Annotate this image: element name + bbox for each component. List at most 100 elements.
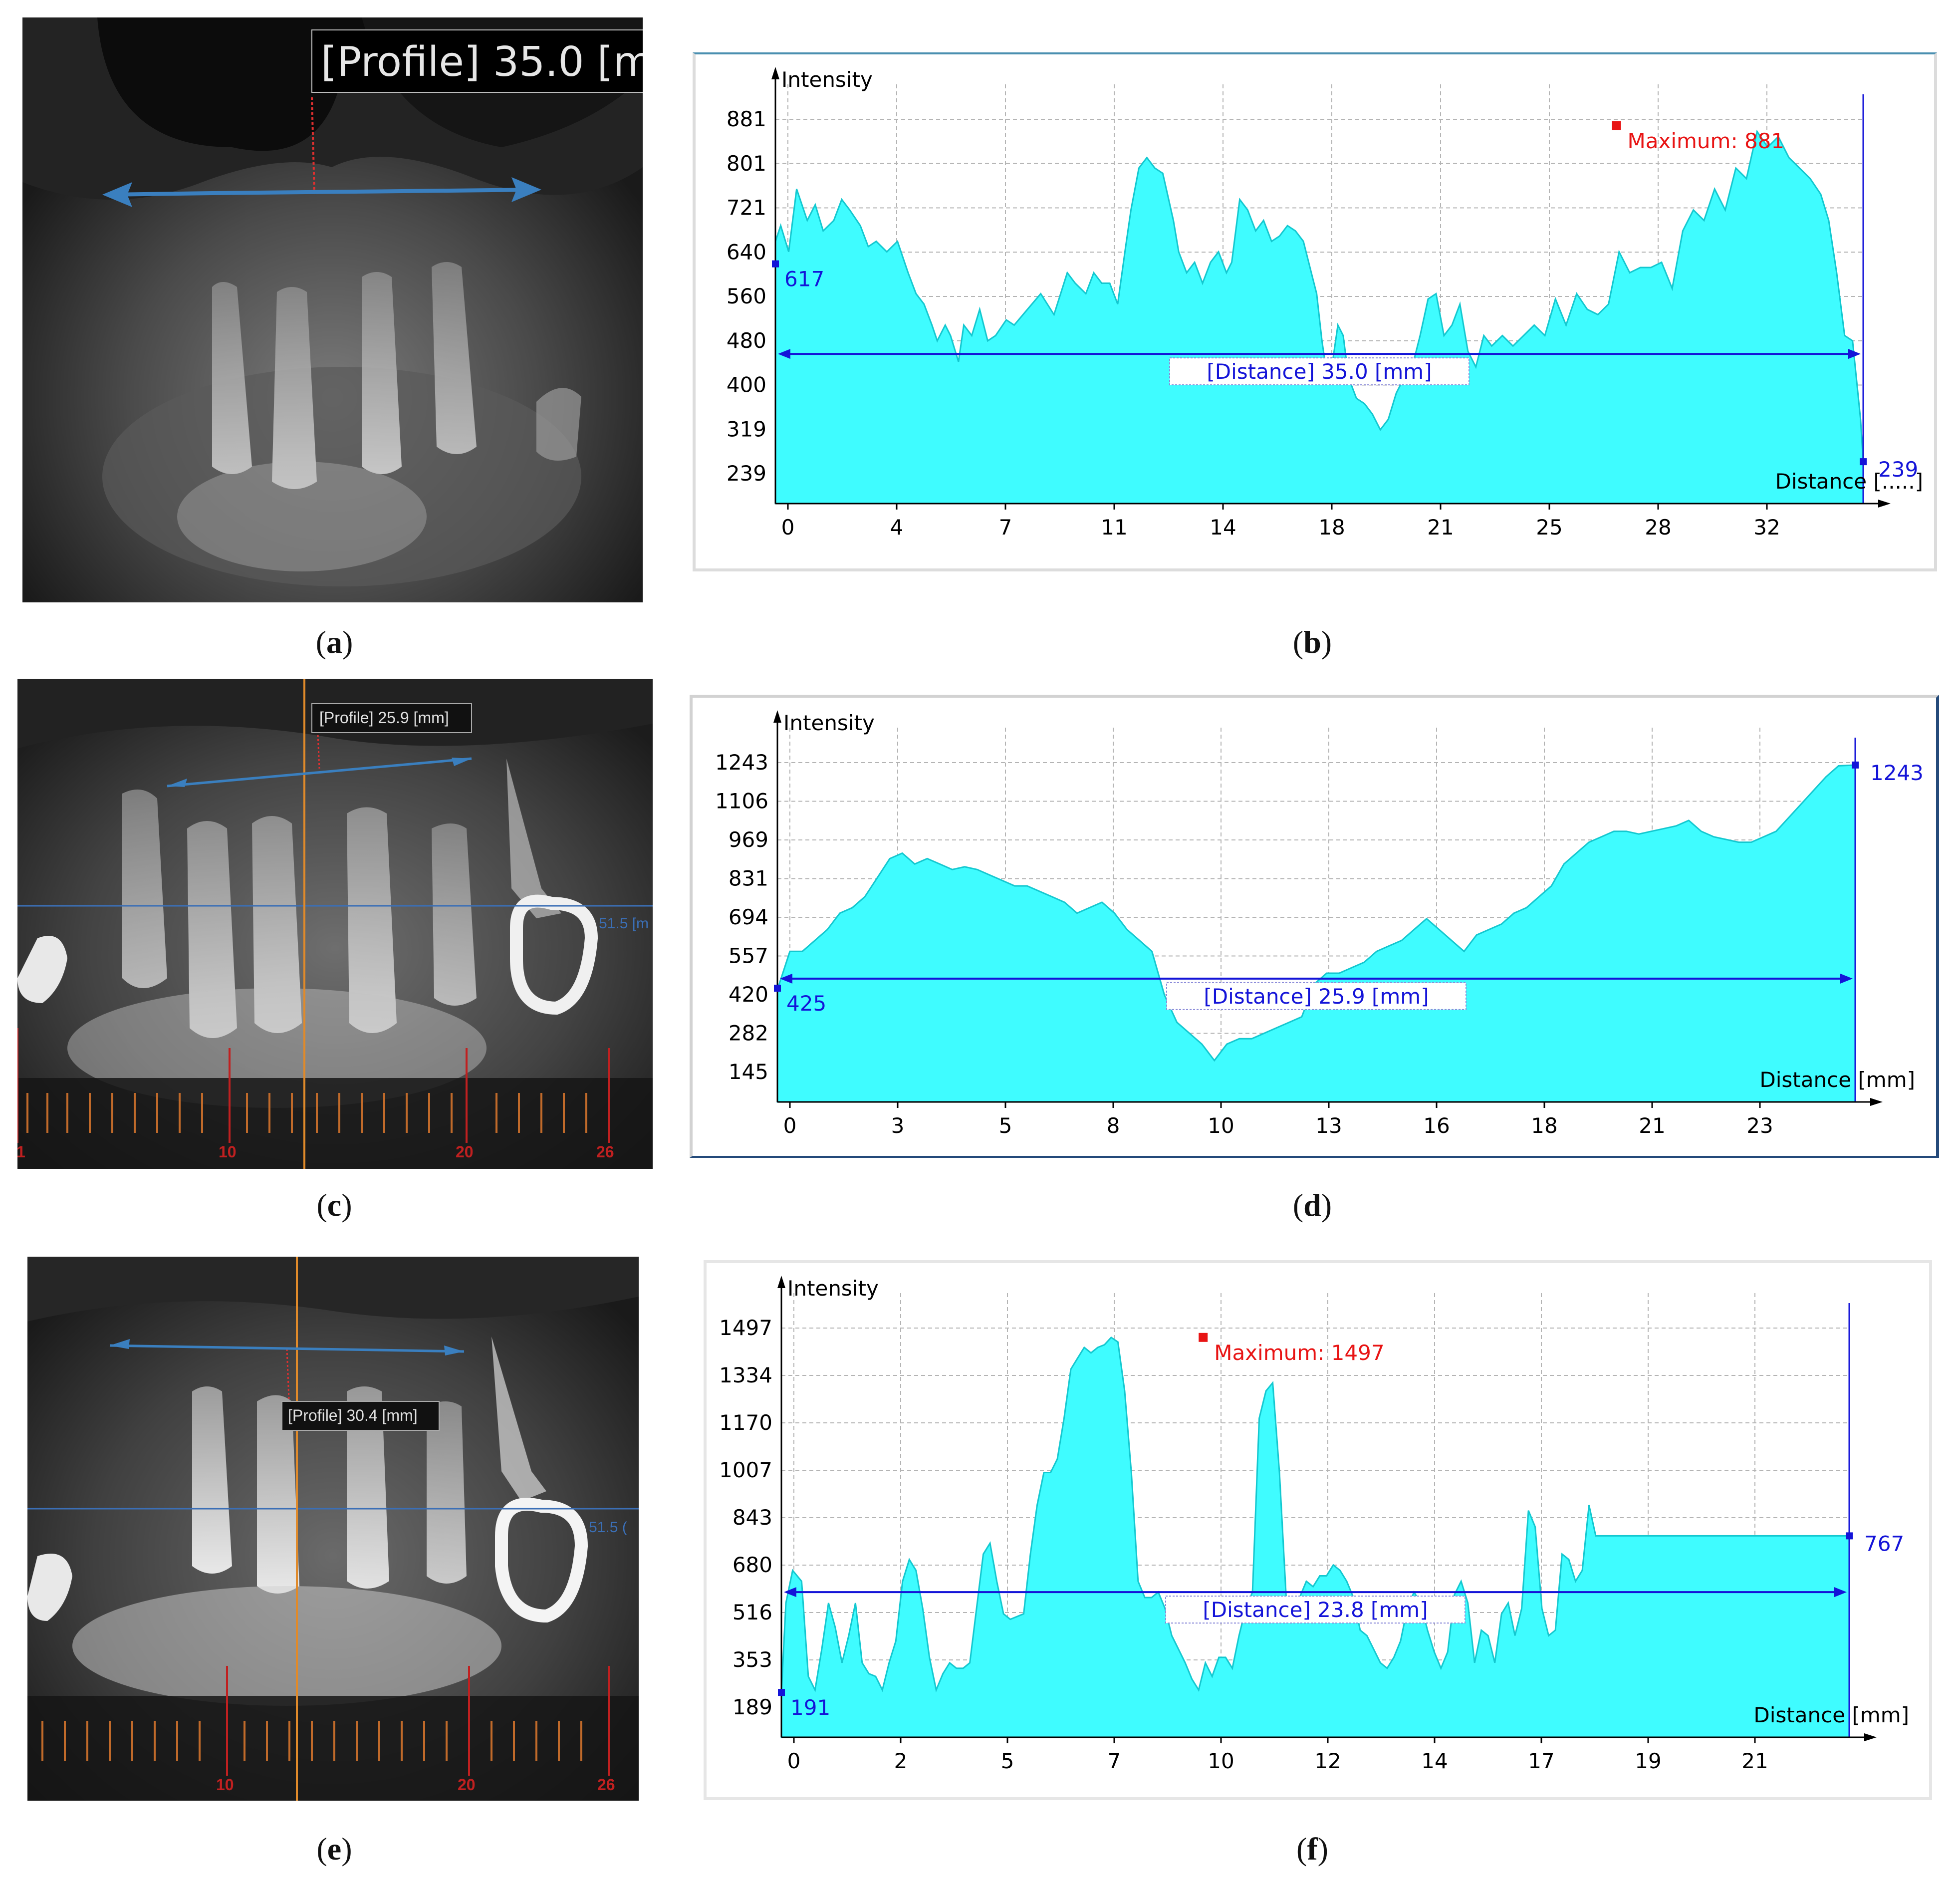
- distance-arrow-left-icon: [778, 349, 790, 359]
- y-axis-title: Intensity: [783, 711, 875, 735]
- x-tick-label: 0: [787, 1749, 801, 1773]
- xray-image-e: [Profile] 30.4 [mm] 51.5 ( 10 20 26: [27, 1257, 639, 1801]
- x-tick-label: 28: [1645, 515, 1671, 540]
- x-tick-label: 23: [1746, 1113, 1773, 1138]
- x-tick-label: 19: [1635, 1749, 1661, 1773]
- x-tick-label: 2: [894, 1749, 908, 1773]
- end-value-label: 1243: [1870, 761, 1924, 785]
- intensity-area-series: [776, 764, 1856, 1103]
- y-tick-label: 560: [727, 284, 766, 308]
- distance-label-box: [1165, 1596, 1466, 1624]
- y-tick-label: 1334: [719, 1363, 772, 1387]
- y-tick-label: 680: [733, 1553, 772, 1577]
- x-tick-label: 10: [1208, 1749, 1234, 1773]
- y-axis-arrow-icon: [777, 1276, 785, 1288]
- x-tick-label: 5: [1001, 1749, 1014, 1773]
- ruler-label-e-26: 26: [597, 1776, 615, 1794]
- chart-panel-b: 881 801 721 640 560 480 400 319 239 0 4 7 11 14 18 21 25…: [693, 52, 1937, 571]
- x-tick-label: 21: [1427, 515, 1454, 540]
- y-tick-label: 557: [729, 944, 768, 968]
- y-tick-label: 721: [727, 196, 766, 220]
- x-tick-label: 5: [999, 1113, 1012, 1138]
- x-tick-label: 0: [783, 1113, 797, 1138]
- maximum-label: Maximum: 1497: [1214, 1341, 1384, 1365]
- x-tick-label: 32: [1753, 515, 1780, 540]
- distance-label: [Distance] 35.0 [mm]: [1207, 359, 1432, 384]
- x-axis-arrow-icon: [1878, 500, 1891, 508]
- maximum-marker: [1612, 121, 1621, 130]
- x-axis-title: Distance [mm]: [1753, 1703, 1909, 1727]
- y-tick-label: 1243: [715, 750, 768, 775]
- x-axis-arrow-icon: [1870, 1098, 1883, 1106]
- x-tick-label: 16: [1423, 1113, 1450, 1138]
- caption-e: (e): [316, 1831, 352, 1867]
- x-tick-label: 7: [1108, 1749, 1121, 1773]
- y-tick-label: 801: [727, 151, 766, 176]
- profile-label-c: [Profile] 25.9 [mm]: [319, 709, 449, 727]
- y-tick-label: 239: [727, 461, 766, 486]
- y-tick-label: 516: [733, 1600, 772, 1624]
- y-tick-label: 640: [727, 240, 766, 264]
- y-tick-label: 420: [729, 982, 768, 1007]
- distance-arrow-left-icon: [780, 973, 792, 984]
- y-tick-label: 881: [727, 107, 766, 131]
- y-tick-label: 694: [729, 905, 768, 929]
- intensity-area-series: [774, 129, 1864, 505]
- ruler-label-e-10: 10: [216, 1776, 234, 1794]
- intensity-profile-chart-d: 1243 1106 969 831 694 557 420 282 145 0 3 5 8 10 13 16 1…: [715, 710, 1924, 1138]
- x-tick-label: 14: [1210, 515, 1236, 540]
- ruler-label-c-20: 20: [456, 1143, 474, 1161]
- y-axis-arrow-icon: [771, 67, 779, 79]
- start-value-label: 617: [784, 267, 824, 291]
- x-tick-label: 8: [1107, 1113, 1120, 1138]
- x-tick-label: 0: [781, 515, 795, 540]
- x-tick-label: 11: [1101, 515, 1127, 540]
- end-value-label: 767: [1864, 1531, 1904, 1556]
- x-tick-label: 12: [1314, 1749, 1341, 1773]
- x-axis-title: Distance [mm]: [1759, 1068, 1915, 1092]
- y-tick-label: 969: [729, 827, 768, 852]
- caption-d: (d): [1292, 1187, 1332, 1223]
- caption-b: (b): [1292, 624, 1332, 660]
- chart-panel-f: 1497 1334 1170 1007 843 680 516 353 189 0 2 5 7 10 12 1…: [704, 1260, 1932, 1800]
- y-tick-label: 843: [733, 1505, 772, 1530]
- y-tick-label: 480: [727, 328, 766, 353]
- xray-image-a: [Profile] 35.0 [mm: [22, 17, 643, 602]
- y-tick-label: 319: [727, 417, 766, 441]
- y-axis-title: Intensity: [781, 67, 873, 92]
- xray-image-c: [Profile] 25.9 [mm] 51.5 [m 1 10 20 26: [17, 679, 653, 1169]
- x-tick-label: 18: [1318, 515, 1345, 540]
- y-tick-label: 1007: [719, 1458, 772, 1482]
- end-marker: [1860, 458, 1867, 466]
- ruler-label-c-10: 10: [219, 1143, 237, 1161]
- x-tick-label: 4: [890, 515, 904, 540]
- start-value-label: 425: [786, 991, 826, 1016]
- x-tick-label: 13: [1315, 1113, 1342, 1138]
- y-axis-title: Intensity: [787, 1276, 879, 1301]
- maximum-label: Maximum: 881: [1628, 129, 1785, 153]
- maximum-marker: [1199, 1333, 1208, 1342]
- y-tick-label: 282: [729, 1021, 768, 1046]
- distance-label: [Distance] 25.9 [mm]: [1204, 984, 1429, 1009]
- caption-a: (a): [315, 624, 353, 660]
- y-tick-label: 1106: [715, 789, 768, 813]
- x-tick-label: 7: [999, 515, 1012, 540]
- x-tick-label: 18: [1531, 1113, 1557, 1138]
- chart-panel-d: 1243 1106 969 831 694 557 420 282 145 0 3 5 8 10 13 16 1…: [690, 695, 1939, 1158]
- x-tick-label: 17: [1528, 1749, 1554, 1773]
- side-label-e: 51.5 (: [589, 1519, 627, 1536]
- caption-c: (c): [316, 1187, 352, 1223]
- y-tick-label: 831: [729, 866, 768, 891]
- profile-label-e: [Profile] 30.4 [mm]: [288, 1406, 418, 1424]
- profile-label-a: [Profile] 35.0 [mm: [321, 38, 643, 86]
- distance-label-box: [1166, 982, 1467, 1010]
- distance-arrow-left-icon: [784, 1587, 796, 1598]
- start-marker: [774, 985, 781, 992]
- distance-label: [Distance] 23.8 [mm]: [1203, 1598, 1428, 1622]
- distance-arrow-right-icon: [1840, 973, 1853, 984]
- distance-label-box: [1169, 357, 1470, 386]
- ruler-label-c-1: 1: [17, 1143, 25, 1161]
- caption-f: (f): [1296, 1831, 1328, 1867]
- intensity-profile-chart-b: 881 801 721 640 560 480 400 319 239 0 4 7 11 14 18 21 25…: [727, 67, 1923, 540]
- start-marker: [778, 1689, 785, 1696]
